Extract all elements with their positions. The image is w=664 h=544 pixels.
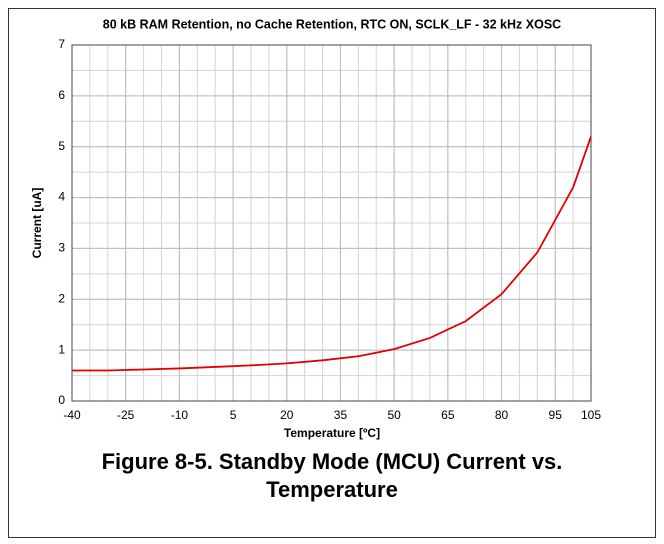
chart-title: 80 kB RAM Retention, no Cache Retention,… bbox=[103, 17, 561, 31]
x-tick-label: 5 bbox=[230, 408, 237, 422]
x-tick-label: 80 bbox=[495, 408, 509, 422]
y-axis-label: Current [uA] bbox=[30, 188, 44, 259]
y-tick-label: 1 bbox=[58, 342, 65, 356]
x-tick-label: -10 bbox=[171, 408, 189, 422]
y-tick-label: 6 bbox=[58, 88, 65, 102]
x-tick-label: 20 bbox=[280, 408, 294, 422]
x-tick-label: -25 bbox=[117, 408, 135, 422]
x-tick-label: 65 bbox=[441, 408, 455, 422]
y-tick-label: 4 bbox=[58, 190, 65, 204]
x-tick-label: 50 bbox=[387, 408, 401, 422]
plot-border bbox=[71, 44, 592, 402]
data-line bbox=[72, 136, 592, 372]
x-axis-label: Temperature [ºC] bbox=[284, 426, 380, 440]
y-tick-label: 5 bbox=[58, 139, 65, 153]
x-tick-label: 35 bbox=[334, 408, 348, 422]
frame bbox=[8, 8, 656, 538]
x-tick-label: -40 bbox=[63, 408, 81, 422]
x-tick-label: 105 bbox=[581, 408, 601, 422]
y-tick-label: 0 bbox=[58, 393, 65, 407]
x-tick-label: 95 bbox=[549, 408, 563, 422]
y-tick-label: 3 bbox=[58, 241, 65, 255]
y-tick-label: 2 bbox=[58, 291, 65, 305]
figure-caption: Figure 8-5. Standby Mode (MCU) Current v… bbox=[101, 449, 563, 502]
y-tick-label: 7 bbox=[58, 37, 65, 51]
